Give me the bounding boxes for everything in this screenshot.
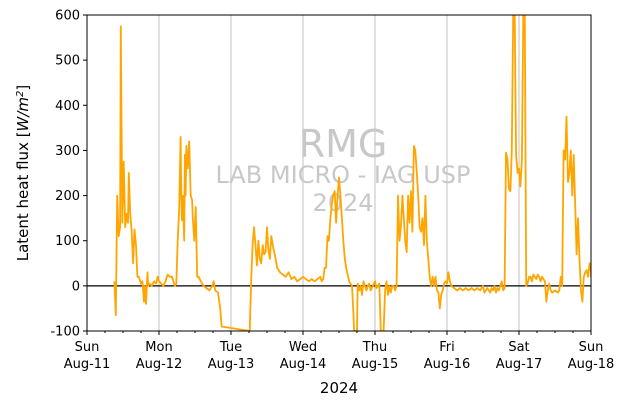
x-tick-label-day: Mon: [145, 340, 172, 355]
y-axis-title-var: W/m: [14, 97, 32, 132]
watermark-line-3: 2024: [312, 189, 373, 217]
x-tick-label-date: Aug-16: [424, 357, 471, 372]
x-tick-label-date: Aug-17: [496, 357, 543, 372]
y-tick-label: 300: [55, 144, 80, 159]
series-group: [113, 15, 591, 331]
watermark-line-2: LAB MICRO - IAG USP: [215, 161, 470, 189]
y-tick-label: 100: [55, 234, 80, 249]
y-tick-label: 0: [72, 279, 80, 294]
x-tick-label-date: Aug-12: [136, 357, 183, 372]
y-tick-label: 200: [55, 189, 80, 204]
x-tick-label-day: Sat: [508, 340, 529, 355]
x-tick-label-date: Aug-11: [64, 357, 111, 372]
y-tick-label: -100: [50, 325, 80, 340]
x-tick-label-day: Sun: [75, 340, 100, 355]
x-tick-label-day: Sun: [579, 340, 604, 355]
y-axis: -100 0 100 200 300 400 500 600: [50, 9, 87, 340]
x-tick-label-day: Fri: [439, 340, 455, 355]
watermark-line-1: RMG: [299, 122, 388, 166]
x-tick-label-day: Tue: [219, 340, 242, 355]
y-tick-label: 400: [55, 99, 80, 114]
y-tick-label: 600: [55, 9, 80, 24]
y-axis-title-main: Latent heat flux [: [14, 131, 32, 261]
watermark: RMG LAB MICRO - IAG USP 2024: [215, 122, 470, 217]
x-tick-label-date: Aug-15: [352, 357, 399, 372]
series-line-0: [113, 15, 591, 331]
x-tick-label-date: Aug-13: [208, 357, 255, 372]
x-axis-title: 2024: [320, 379, 358, 397]
x-tick-label-date: Aug-14: [280, 357, 327, 372]
x-axis: Sun Aug-11 Mon Aug-12 Tue Aug-13 Wed Aug-14 Thu A…: [64, 331, 615, 372]
x-tick-label-day: Thu: [362, 340, 387, 355]
x-tick-label-date: Aug-18: [568, 357, 615, 372]
y-tick-label: 500: [55, 54, 80, 69]
y-axis-title-end: ]: [14, 85, 32, 91]
y-axis-title-sup: 2: [15, 91, 26, 97]
y-axis-title: Latent heat flux [W/m2]: [14, 85, 32, 262]
x-tick-label-day: Wed: [289, 340, 317, 355]
